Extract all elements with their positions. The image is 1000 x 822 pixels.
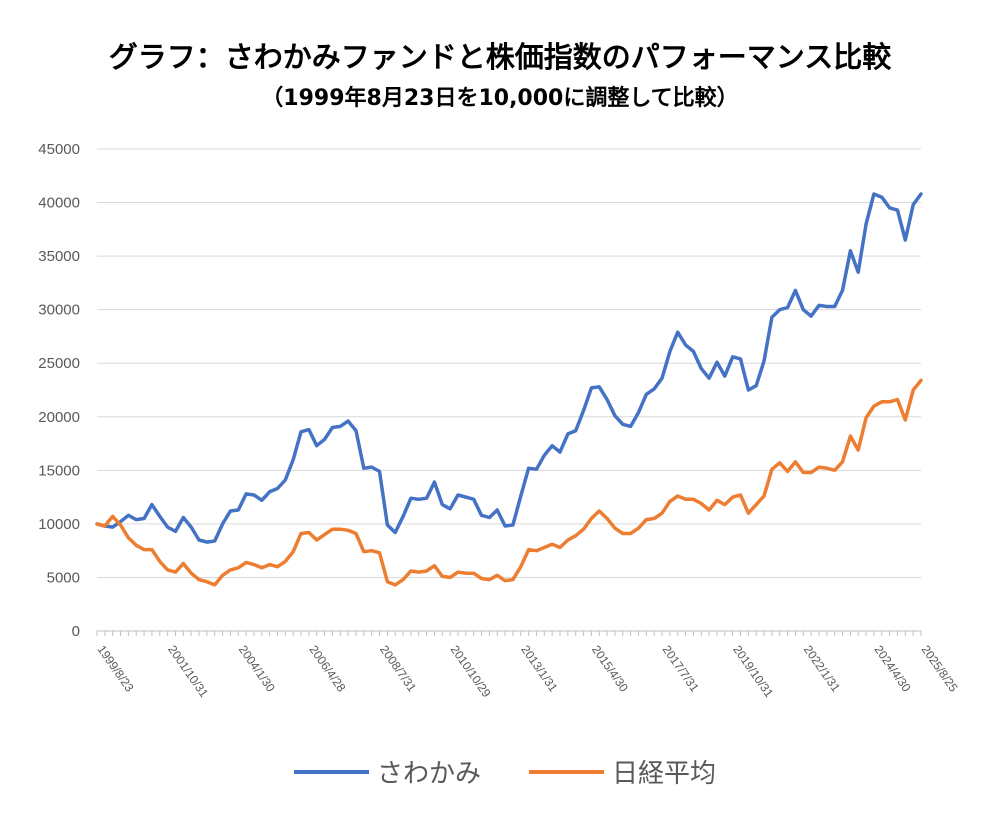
- x-tick-label: 2025/8/25: [919, 643, 961, 695]
- y-tick-label: 30000: [38, 302, 80, 319]
- y-tick-label: 35000: [38, 248, 80, 265]
- y-tick-label: 20000: [38, 409, 80, 426]
- y-tick-label: 25000: [38, 355, 80, 372]
- chart-title: グラフ：さわかみファンドと株価指数のパフォーマンス比較: [108, 40, 892, 74]
- y-tick-label: 15000: [38, 462, 80, 479]
- x-tick-label: 2024/4/30: [871, 643, 913, 695]
- x-tick-label: 2004/1/30: [236, 643, 278, 695]
- x-tick-label: 2013/1/31: [518, 643, 560, 695]
- x-tick-label: 2010/10/29: [448, 643, 494, 700]
- x-tick-label: 2001/10/31: [165, 643, 211, 700]
- x-tick-label: 2015/4/30: [589, 643, 631, 695]
- x-tick-label: 2017/7/31: [660, 643, 702, 695]
- x-tick-label: 2022/1/31: [801, 643, 843, 695]
- legend-label: 日経平均: [612, 759, 716, 789]
- x-tick-label: 2008/7/31: [377, 643, 419, 695]
- legend-label: さわかみ: [377, 759, 481, 789]
- chart-subtitle: （1999年8月23日を10,000に調整して比較）: [261, 86, 739, 111]
- x-tick-label: 2006/4/28: [306, 643, 348, 695]
- y-tick-label: 5000: [47, 569, 80, 586]
- y-tick-label: 40000: [38, 195, 80, 212]
- x-tick-label: 1999/8/23: [95, 643, 137, 695]
- series-line-nikkei: [95, 378, 923, 587]
- series-line-sawakami: [95, 192, 923, 544]
- y-tick-label: 0: [72, 623, 80, 640]
- y-tick-label: 45000: [38, 141, 80, 158]
- y-tick-label: 10000: [38, 516, 80, 533]
- x-tick-label: 2019/10/31: [730, 643, 776, 700]
